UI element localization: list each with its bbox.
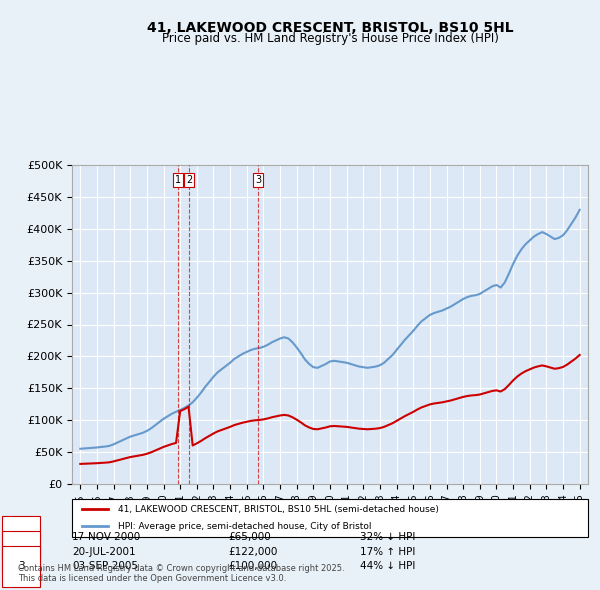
Text: 1: 1: [18, 532, 25, 542]
Text: 32% ↓ HPI: 32% ↓ HPI: [360, 532, 415, 542]
FancyBboxPatch shape: [72, 499, 588, 537]
Text: 41, LAKEWOOD CRESCENT, BRISTOL, BS10 5HL: 41, LAKEWOOD CRESCENT, BRISTOL, BS10 5HL: [146, 21, 514, 35]
Text: 2: 2: [186, 175, 193, 185]
Text: 2: 2: [18, 547, 25, 556]
Text: £100,000: £100,000: [228, 562, 277, 571]
Text: 44% ↓ HPI: 44% ↓ HPI: [360, 562, 415, 571]
Text: £122,000: £122,000: [228, 547, 277, 556]
Text: 20-JUL-2001: 20-JUL-2001: [72, 547, 136, 556]
Text: Contains HM Land Registry data © Crown copyright and database right 2025.
This d: Contains HM Land Registry data © Crown c…: [18, 563, 344, 583]
Text: 17% ↑ HPI: 17% ↑ HPI: [360, 547, 415, 556]
Text: Price paid vs. HM Land Registry's House Price Index (HPI): Price paid vs. HM Land Registry's House …: [161, 32, 499, 45]
Text: 17-NOV-2000: 17-NOV-2000: [72, 532, 141, 542]
Text: 03-SEP-2005: 03-SEP-2005: [72, 562, 138, 571]
Text: 1: 1: [175, 175, 181, 185]
Text: 3: 3: [18, 562, 25, 571]
Text: HPI: Average price, semi-detached house, City of Bristol: HPI: Average price, semi-detached house,…: [118, 522, 372, 530]
Text: 3: 3: [255, 175, 261, 185]
Text: 41, LAKEWOOD CRESCENT, BRISTOL, BS10 5HL (semi-detached house): 41, LAKEWOOD CRESCENT, BRISTOL, BS10 5HL…: [118, 505, 439, 514]
Text: £65,000: £65,000: [228, 532, 271, 542]
